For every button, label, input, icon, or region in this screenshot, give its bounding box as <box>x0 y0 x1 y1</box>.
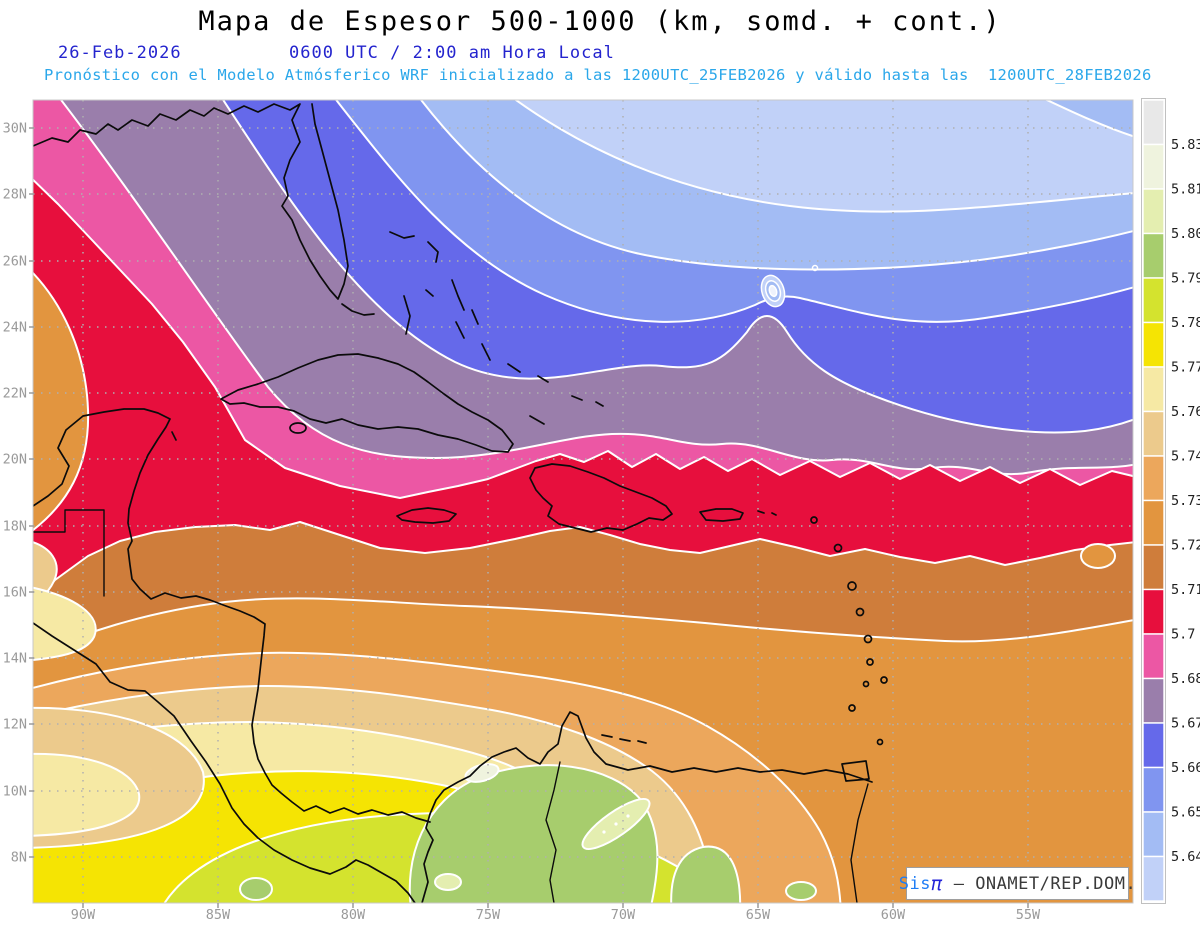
attribution-org: ONAMET/REP.DOM. <box>975 874 1136 894</box>
svg-text:55W: 55W <box>1016 907 1041 923</box>
cream-spot-costa-rica <box>435 874 461 890</box>
svg-text:10N: 10N <box>3 784 27 800</box>
svg-text:14N: 14N <box>3 651 27 667</box>
latitude-labels: 30N 28N 26N 24N 22N 20N 18N 16N 14N 12N … <box>3 121 27 866</box>
green-patch-small <box>240 878 272 900</box>
svg-text:5.7: 5.7 <box>1171 627 1195 643</box>
svg-text:5.76: 5.76 <box>1171 404 1200 420</box>
svg-text:5.712: 5.712 <box>1171 582 1200 598</box>
svg-text:5.664: 5.664 <box>1171 760 1200 776</box>
svg-text:5.831: 5.831 <box>1171 137 1200 153</box>
svg-text:5.688: 5.688 <box>1171 671 1200 687</box>
svg-text:5.724: 5.724 <box>1171 538 1200 554</box>
svg-text:5.795: 5.795 <box>1171 271 1200 287</box>
pi-icon: π <box>931 873 943 895</box>
svg-text:22N: 22N <box>3 386 27 402</box>
svg-text:60W: 60W <box>881 907 906 923</box>
svg-text:5.807: 5.807 <box>1171 226 1200 242</box>
svg-text:5.748: 5.748 <box>1171 449 1200 465</box>
contour-island-atlantic <box>1081 544 1115 568</box>
svg-text:80W: 80W <box>341 907 366 923</box>
colorbar: 5.831 5.819 5.807 5.795 5.783 5.772 5.76… <box>1142 99 1200 904</box>
svg-text:85W: 85W <box>206 907 231 923</box>
svg-text:8N: 8N <box>11 850 27 866</box>
attribution-separator: – <box>943 874 975 894</box>
svg-text:16N: 16N <box>3 585 27 601</box>
svg-text:24N: 24N <box>3 320 27 336</box>
svg-text:5.676: 5.676 <box>1171 716 1200 732</box>
svg-text:65W: 65W <box>746 907 771 923</box>
svg-text:5.819: 5.819 <box>1171 182 1200 198</box>
svg-text:5.772: 5.772 <box>1171 360 1200 376</box>
svg-text:18N: 18N <box>3 519 27 535</box>
svg-text:90W: 90W <box>71 907 96 923</box>
svg-text:70W: 70W <box>611 907 636 923</box>
sis-brand: Sis <box>899 874 931 894</box>
svg-text:20N: 20N <box>3 452 27 468</box>
svg-text:5.783: 5.783 <box>1171 315 1200 331</box>
green-patch-guiana <box>786 882 816 900</box>
colorbar-labels: 5.831 5.819 5.807 5.795 5.783 5.772 5.76… <box>1171 137 1200 865</box>
svg-text:12N: 12N <box>3 717 27 733</box>
svg-text:30N: 30N <box>3 121 27 137</box>
svg-text:5.64: 5.64 <box>1171 849 1200 865</box>
svg-text:28N: 28N <box>3 187 27 203</box>
svg-text:5.736: 5.736 <box>1171 493 1200 509</box>
longitude-labels: 90W 85W 80W 75W 70W 65W 60W 55W <box>71 907 1041 923</box>
svg-text:5.652: 5.652 <box>1171 805 1200 821</box>
svg-text:75W: 75W <box>476 907 501 923</box>
svg-text:26N: 26N <box>3 254 27 270</box>
